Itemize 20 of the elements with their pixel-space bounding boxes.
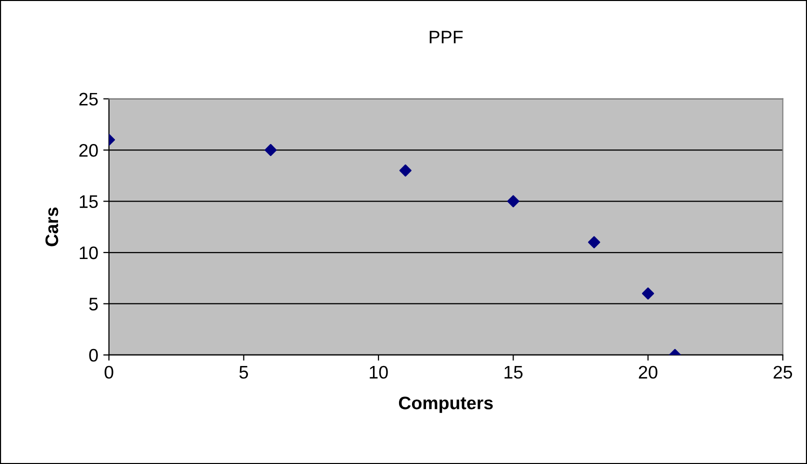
y-tick-label: 0 bbox=[89, 348, 98, 362]
y-tick-label: 5 bbox=[89, 298, 98, 310]
y-axis-title: Cars bbox=[45, 208, 58, 246]
x-tick-label: 25 bbox=[774, 366, 792, 379]
x-tick-label: 0 bbox=[104, 366, 114, 379]
x-tick-label: 15 bbox=[504, 366, 523, 379]
y-tick-label: 10 bbox=[80, 246, 98, 260]
y-tick-label: 15 bbox=[80, 195, 98, 208]
point bbox=[399, 164, 412, 177]
point bbox=[507, 195, 520, 208]
y-tick-label: 25 bbox=[79, 92, 98, 106]
point bbox=[588, 236, 600, 248]
point bbox=[264, 144, 277, 156]
x-tick-label: 5 bbox=[239, 366, 248, 379]
y-tick-label: 20 bbox=[79, 144, 98, 157]
x-tick-label: 20 bbox=[638, 366, 658, 379]
x-axis-title: Computers bbox=[398, 396, 493, 413]
x-tick-label: 10 bbox=[370, 366, 388, 379]
point bbox=[642, 287, 654, 300]
chart-title: PPF bbox=[430, 30, 463, 44]
